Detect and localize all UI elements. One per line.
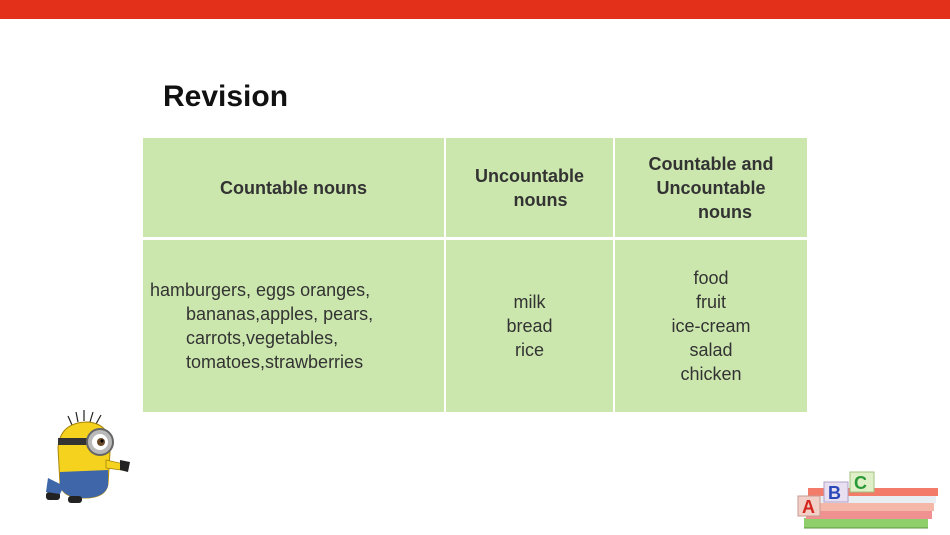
countable-line: hamburgers, eggs oranges, [150,280,371,300]
header-countable: Countable nouns [143,138,444,237]
header-countable-line: Countable nouns [220,177,367,198]
header-uncountable: Uncountable nouns [446,138,613,237]
cell-countable-examples: hamburgers, eggs oranges, bananas,apples… [143,240,444,412]
both-item: chicken [680,364,742,384]
cell-both-examples: food fruit ice-cream salad chicken [615,240,807,412]
header-both-line: nouns [698,201,752,222]
both-item: salad [689,340,733,360]
countable-line: tomatoes,strawberries [186,352,364,372]
top-accent-bar [0,0,950,19]
both-item: food [693,268,729,288]
header-both-line: Countable and [648,153,774,174]
svg-text:A: A [802,497,815,517]
page-title: Revision [163,80,289,113]
cell-uncountable-examples: milk bread rice [446,240,613,412]
uncountable-item: milk [513,292,546,312]
countable-line: bananas,apples, pears, [186,304,374,324]
uncountable-item: bread [506,316,553,336]
header-both-line: Uncountable [656,177,766,198]
header-uncountable-line: nouns [513,189,568,210]
header-uncountable-line: Uncountable [474,165,584,186]
revision-table: Countable nouns Uncountable nouns Counta… [143,138,807,412]
both-item: fruit [695,292,726,312]
header-both: Countable and Uncountable nouns [615,138,807,237]
uncountable-item: rice [514,340,544,360]
abc-blocks-on-books-icon: A B C [797,471,938,529]
minion-illustration [46,410,130,503]
countable-line: carrots,vegetables, [186,328,339,348]
svg-text:B: B [828,483,841,503]
both-item: ice-cream [671,316,751,336]
svg-text:C: C [854,473,867,493]
